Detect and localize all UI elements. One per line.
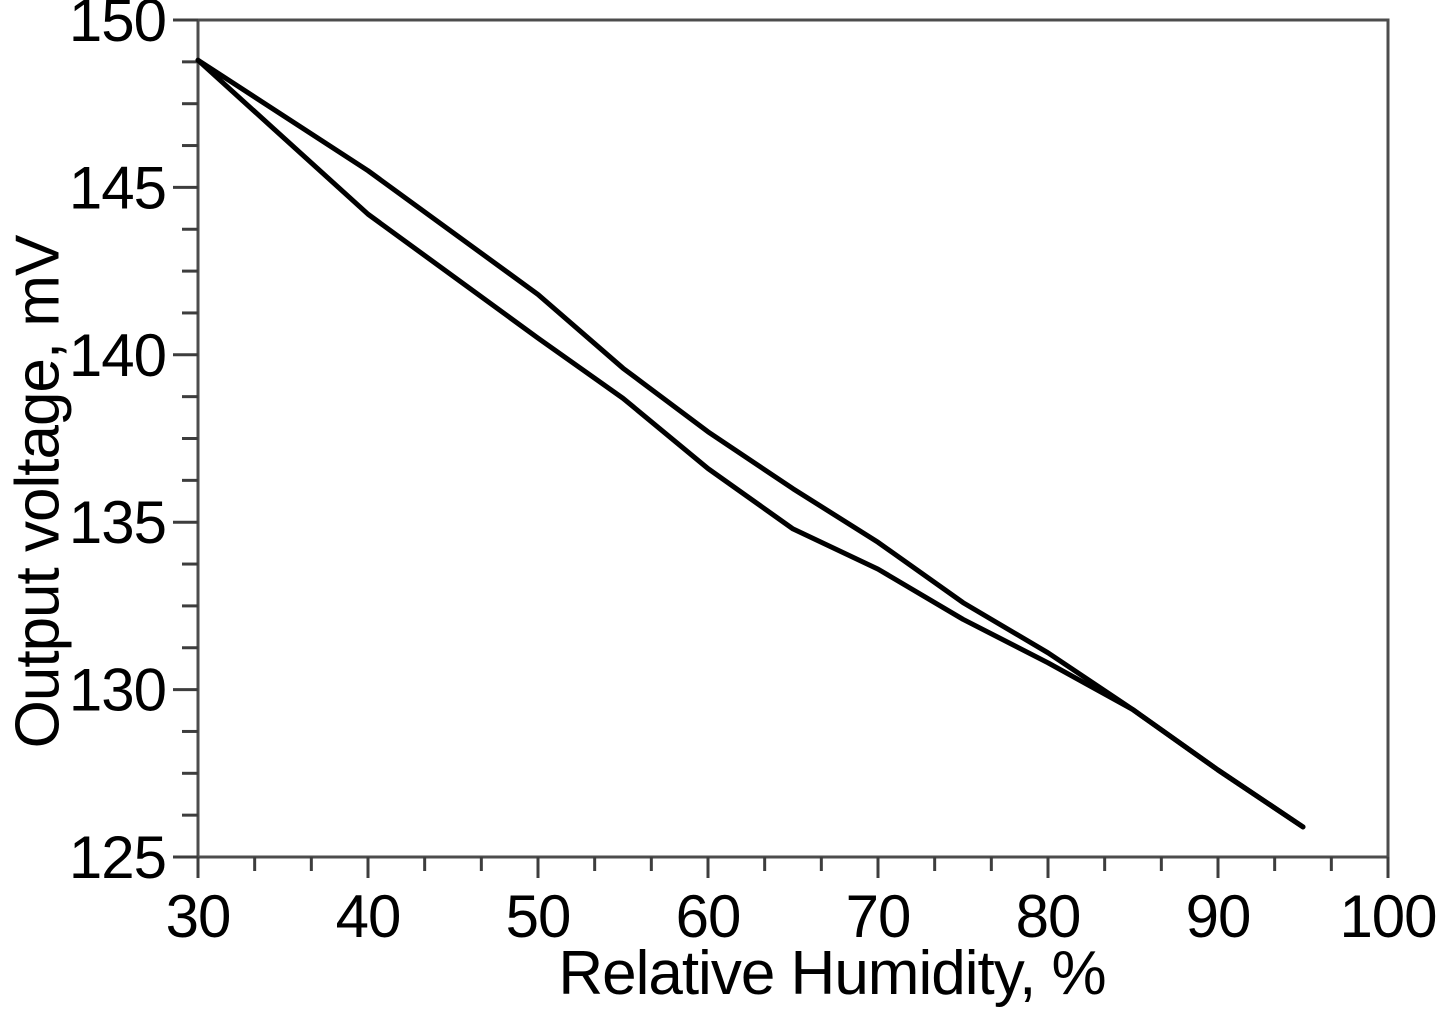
- plot-box: [196, 18, 1390, 859]
- y-tick-label-140: 140: [69, 322, 166, 389]
- x-axis-ticks: [196, 857, 1390, 878]
- y-axis-title: Output voltage, mV: [3, 235, 73, 749]
- y-tick-label-125: 125: [69, 824, 166, 891]
- y-tick-label-135: 135: [69, 489, 166, 556]
- x-tick-label-90: 90: [1186, 883, 1251, 950]
- y-axis-tick-labels: 125 130 135 140 145 150: [69, 0, 167, 891]
- x-tick-label-40: 40: [336, 883, 401, 950]
- data-series-lines: [195, 57, 1306, 830]
- x-tick-label-80: 80: [1016, 883, 1081, 950]
- x-axis-title: Relative Humidity, %: [558, 939, 1106, 1008]
- y-tick-label-145: 145: [69, 154, 166, 221]
- y-tick-label-150: 150: [69, 0, 166, 54]
- plot-area-border: [196, 18, 1390, 859]
- x-tick-label-100: 100: [1339, 883, 1436, 950]
- y-axis-ticks: [173, 18, 198, 859]
- series-line-1: [195, 57, 1306, 830]
- x-tick-label-70: 70: [846, 883, 911, 950]
- y-tick-label-130: 130: [69, 657, 166, 724]
- x-axis-tick-labels: 30 40 50 60 70 80 90 100: [166, 883, 1438, 950]
- x-tick-label-60: 60: [676, 883, 741, 950]
- x-tick-label-50: 50: [506, 883, 571, 950]
- x-tick-label-30: 30: [166, 883, 231, 950]
